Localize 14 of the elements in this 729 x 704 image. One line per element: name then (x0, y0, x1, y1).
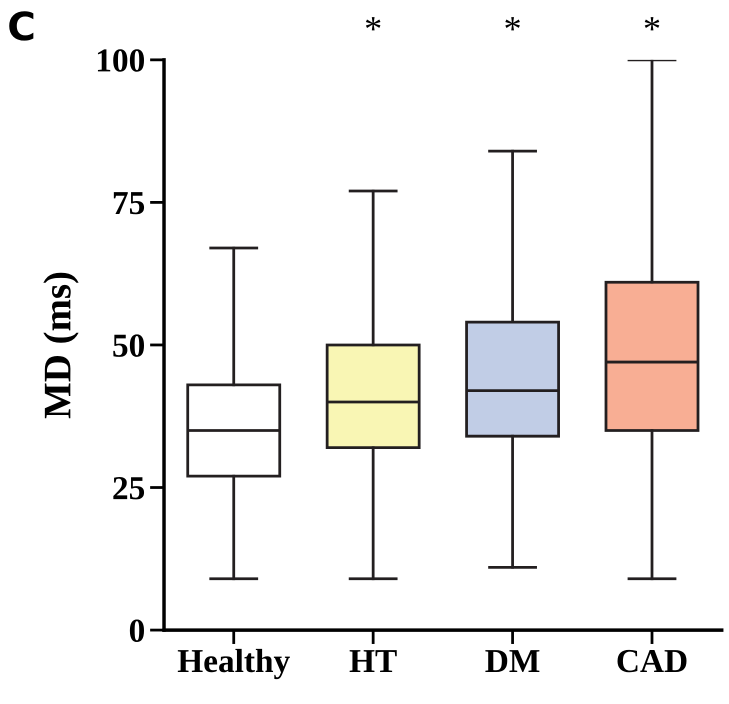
text: * (644, 17, 660, 30)
x-tick-label: Healthy (178, 648, 290, 680)
y-tick-label: 50 (113, 334, 144, 357)
y-tick-label: 0 (130, 619, 144, 642)
x-tick-label: HT (350, 650, 397, 672)
y-tick-label: 75 (114, 192, 144, 214)
text: * (505, 17, 520, 30)
y-tick-label: 100 (98, 49, 144, 72)
text: * (366, 17, 380, 30)
y-tick-label: 25 (113, 477, 144, 500)
chart-title: C (9, 11, 34, 41)
y-axis-title: MD (ms) (43, 272, 79, 418)
x-tick-label: CAD (618, 650, 686, 672)
x-tick-label: DM (485, 650, 540, 672)
